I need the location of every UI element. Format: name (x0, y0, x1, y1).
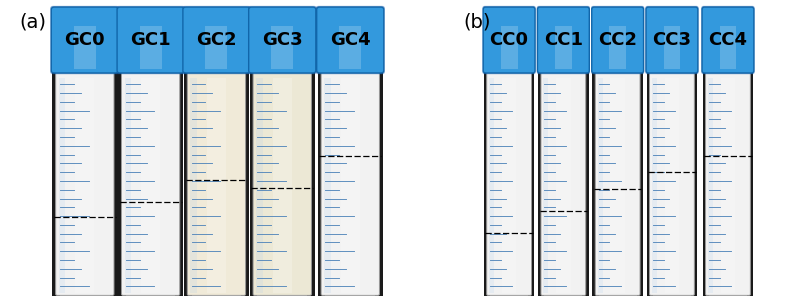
Bar (375, 69, 383, 296)
Bar (747, 69, 753, 296)
Bar (646, 69, 653, 296)
Text: CC0: CC0 (489, 31, 529, 49)
Bar (256, 78, 262, 293)
FancyBboxPatch shape (188, 70, 246, 295)
Text: GC2: GC2 (196, 31, 237, 49)
Bar (271, 26, 293, 69)
Bar (74, 26, 96, 69)
Bar (582, 69, 588, 296)
Bar (720, 78, 735, 293)
Bar (339, 26, 361, 69)
Bar (184, 69, 192, 296)
FancyBboxPatch shape (705, 70, 750, 295)
FancyBboxPatch shape (122, 70, 180, 295)
Text: CC3: CC3 (652, 31, 691, 49)
Bar (708, 78, 713, 293)
Bar (175, 69, 184, 296)
Bar (141, 78, 160, 293)
FancyBboxPatch shape (183, 7, 250, 73)
Bar (502, 78, 517, 293)
FancyBboxPatch shape (650, 70, 695, 295)
Bar (665, 78, 679, 293)
FancyBboxPatch shape (52, 7, 118, 73)
Bar (652, 78, 657, 293)
FancyBboxPatch shape (702, 7, 753, 73)
FancyBboxPatch shape (592, 7, 643, 73)
Text: (b): (b) (464, 12, 491, 31)
Bar (543, 78, 548, 293)
Bar (118, 69, 126, 296)
Bar (484, 69, 490, 296)
Bar (489, 78, 494, 293)
Bar (250, 69, 258, 296)
FancyBboxPatch shape (646, 6, 699, 74)
Bar (720, 26, 737, 69)
FancyBboxPatch shape (591, 6, 644, 74)
FancyBboxPatch shape (701, 6, 754, 74)
Text: (a): (a) (19, 12, 46, 31)
Bar (501, 26, 518, 69)
Bar (341, 78, 360, 293)
Text: GC4: GC4 (330, 31, 370, 49)
FancyBboxPatch shape (541, 70, 586, 295)
Bar (207, 78, 226, 293)
Bar (317, 69, 325, 296)
FancyBboxPatch shape (182, 6, 251, 74)
Text: GC1: GC1 (130, 31, 171, 49)
FancyBboxPatch shape (253, 70, 312, 295)
Bar (597, 78, 603, 293)
Bar (205, 26, 227, 69)
FancyBboxPatch shape (482, 6, 535, 74)
Bar (556, 78, 571, 293)
Bar (125, 78, 131, 293)
Bar (703, 69, 709, 296)
Bar (75, 78, 94, 293)
FancyBboxPatch shape (487, 70, 531, 295)
FancyBboxPatch shape (316, 6, 385, 74)
Bar (528, 69, 535, 296)
FancyBboxPatch shape (321, 70, 379, 295)
FancyBboxPatch shape (538, 7, 589, 73)
FancyBboxPatch shape (595, 70, 640, 295)
FancyBboxPatch shape (249, 7, 316, 73)
FancyBboxPatch shape (646, 7, 698, 73)
Bar (59, 78, 65, 293)
FancyBboxPatch shape (56, 70, 114, 295)
Bar (273, 78, 292, 293)
Bar (190, 78, 197, 293)
Bar (691, 69, 697, 296)
FancyBboxPatch shape (248, 6, 316, 74)
FancyBboxPatch shape (483, 7, 535, 73)
Text: CC4: CC4 (708, 31, 748, 49)
Text: CC1: CC1 (544, 31, 583, 49)
Text: GC0: GC0 (64, 31, 105, 49)
FancyBboxPatch shape (316, 7, 384, 73)
Bar (307, 69, 315, 296)
Bar (140, 26, 162, 69)
FancyBboxPatch shape (537, 6, 590, 74)
Bar (52, 69, 60, 296)
Bar (109, 69, 118, 296)
Bar (539, 69, 544, 296)
Bar (555, 26, 572, 69)
Bar (242, 69, 249, 296)
FancyBboxPatch shape (51, 6, 119, 74)
Text: CC2: CC2 (598, 31, 637, 49)
Bar (663, 26, 680, 69)
Bar (324, 78, 331, 293)
Bar (637, 69, 643, 296)
FancyBboxPatch shape (116, 6, 185, 74)
FancyBboxPatch shape (117, 7, 184, 73)
Text: GC3: GC3 (262, 31, 303, 49)
Bar (592, 69, 599, 296)
Bar (610, 78, 625, 293)
Bar (609, 26, 626, 69)
